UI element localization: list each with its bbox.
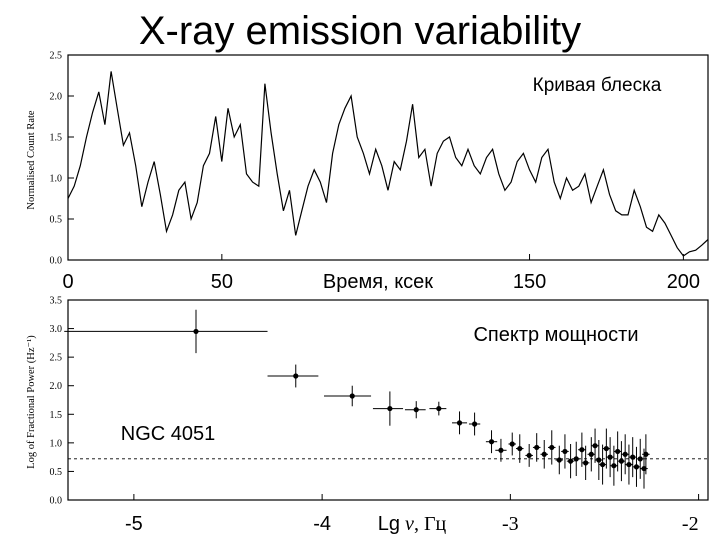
power-spectrum-point [607, 454, 613, 460]
power-spectrum-point [611, 463, 617, 469]
power-spectrum-point [603, 445, 609, 452]
power-spectrum-y-tick-label: 3.0 [50, 324, 63, 335]
power-spectrum-point [541, 451, 547, 457]
power-spectrum-point [643, 451, 649, 457]
power-spectrum-y-tick-label: 1.0 [50, 438, 63, 449]
x-label-prefix: Lg [378, 513, 400, 535]
power-spectrum-annotation: NGC 4051 [121, 423, 216, 445]
power-spectrum-point [498, 447, 504, 453]
slide-title: X-ray emission variability [139, 9, 581, 53]
power-spectrum-point [534, 444, 540, 451]
power-spectrum-point [579, 447, 585, 453]
power-spectrum-x-tick-label: -3 [502, 513, 519, 535]
power-spectrum-y-tick-label: 2.0 [50, 381, 63, 392]
light-curve-series-line [67, 71, 709, 257]
power-spectrum-x-tick-label: -5 [125, 513, 143, 535]
x-label-symbol: ν [405, 513, 414, 535]
power-spectrum-point [549, 444, 555, 451]
power-spectrum-point [193, 328, 199, 335]
power-spectrum-label: Спектр мощности [473, 324, 638, 346]
power-spectrum-y-tick-label: 1.5 [50, 410, 63, 421]
power-spectrum-points [64, 309, 650, 489]
light-curve-y-tick-label: 2.5 [50, 51, 63, 62]
light-curve-x-label: Время, ксек [323, 271, 433, 293]
light-curve-x-axis: 0 50 150 200 [62, 254, 700, 293]
power-spectrum-y-tick-label: 2.5 [50, 353, 63, 364]
light-curve-label: Кривая блеска [533, 75, 662, 96]
power-spectrum-frame [67, 299, 709, 501]
light-curve-y-tick-label: 1.0 [50, 174, 63, 185]
power-spectrum-point [456, 420, 463, 426]
light-curve-x-tick-label: 0 [62, 271, 73, 293]
light-curve-y-axis: 0.0 0.5 1.0 1.5 2.0 2.5 [50, 51, 74, 267]
light-curve-y-tick-label: 1.5 [50, 133, 63, 144]
power-spectrum-point [588, 451, 594, 457]
power-spectrum-point [556, 457, 562, 463]
power-spectrum-x-axis: -5 -4 -3 -2 [125, 494, 700, 535]
power-spectrum-point [615, 448, 621, 455]
power-spectrum-point [618, 458, 625, 464]
power-spectrum-panel: 0.0 0.5 1.0 1.5 2.0 2.5 3.0 3.5 -5 -4 -3 -2 Спектр… [26, 296, 709, 535]
power-spectrum-point [599, 461, 606, 468]
light-curve-y-tick-label: 0.5 [50, 215, 63, 226]
power-spectrum-point [293, 373, 299, 379]
light-curve-frame [67, 54, 709, 261]
power-spectrum-y-axis: 0.0 0.5 1.0 1.5 2.0 2.5 3.0 3.5 [50, 296, 74, 507]
light-curve-x-tick-label: 200 [667, 271, 700, 293]
power-spectrum-point [562, 448, 568, 455]
power-spectrum-y-label: Log of Fractional Power (Hz⁻¹) [26, 335, 37, 469]
power-spectrum-point [637, 456, 643, 462]
power-spectrum-point [630, 454, 636, 460]
light-curve-y-tick-label: 0.0 [50, 256, 63, 267]
power-spectrum-y-tick-label: 3.5 [50, 296, 63, 307]
power-spectrum-point [633, 464, 640, 470]
power-spectrum-point [471, 421, 478, 427]
power-spectrum-y-tick-label: 0.5 [50, 467, 63, 478]
light-curve-x-tick-label: 50 [211, 271, 233, 293]
power-spectrum-point [349, 393, 355, 399]
power-spectrum-y-tick-label: 0.0 [50, 496, 63, 507]
light-curve-panel: 0.0 0.5 1.0 1.5 2.0 2.5 0 50 150 200 Кривая блес… [26, 51, 709, 293]
power-spectrum-point [436, 405, 442, 412]
power-spectrum-point [387, 405, 393, 412]
power-spectrum-point [626, 461, 632, 468]
power-spectrum-point [596, 457, 602, 463]
power-spectrum-point [413, 407, 419, 413]
power-spectrum-point [583, 460, 589, 466]
power-spectrum-x-tick-label: -2 [682, 513, 699, 535]
power-spectrum-point [509, 441, 515, 447]
light-curve-x-tick-label: 150 [513, 271, 546, 293]
light-curve-y-tick-label: 2.0 [50, 92, 63, 103]
power-spectrum-point [622, 451, 628, 457]
power-spectrum-point [517, 445, 523, 452]
power-spectrum-point [641, 465, 647, 472]
light-curve-y-label: Normalised Count Rate [26, 110, 37, 209]
power-spectrum-x-label: Lg ν, Гц [378, 513, 447, 535]
power-spectrum-point [573, 456, 579, 462]
power-spectrum-point [592, 443, 598, 449]
power-spectrum-point [488, 439, 495, 445]
power-spectrum-x-tick-label: -4 [313, 513, 331, 535]
power-spectrum-point [526, 452, 532, 459]
x-label-unit: , Гц [414, 513, 447, 535]
power-spectrum-point [567, 458, 574, 464]
